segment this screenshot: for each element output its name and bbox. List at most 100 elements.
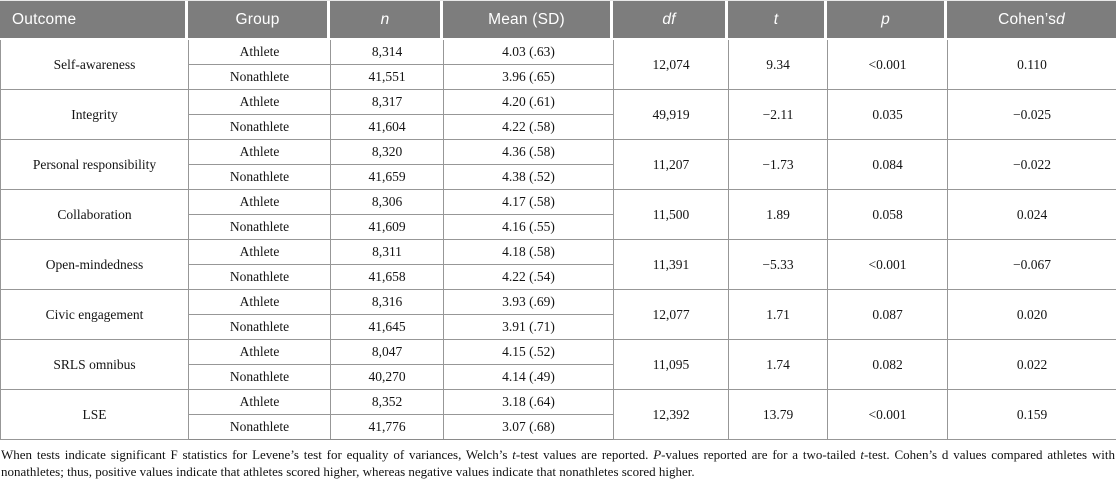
cell-t: 1.89 bbox=[728, 189, 828, 240]
cell-df: 49,919 bbox=[613, 89, 729, 140]
table-row: Nonathlete 41,659 4.38 (.52) bbox=[1, 164, 1116, 190]
cell-group: Nonathlete bbox=[188, 114, 331, 140]
cell-outcome: Self-awareness bbox=[0, 40, 189, 90]
cell-mean-sd: 3.18 (.64) bbox=[443, 389, 614, 415]
cell-cohens-d: −0.025 bbox=[947, 89, 1116, 140]
cell-mean-sd: 4.22 (.54) bbox=[443, 264, 614, 290]
table-row: Nonathlete 41,609 4.16 (.55) bbox=[1, 214, 1116, 240]
cell-group: Athlete bbox=[188, 289, 331, 315]
col-header-mean-sd: Mean (SD) bbox=[443, 1, 613, 38]
cell-group: Nonathlete bbox=[188, 414, 331, 440]
cell-mean-sd: 4.20 (.61) bbox=[443, 89, 614, 115]
cell-n: 8,352 bbox=[330, 389, 444, 415]
cell-t: −1.73 bbox=[728, 139, 828, 190]
cell-cohens-d: 0.024 bbox=[947, 189, 1116, 240]
cell-df: 12,077 bbox=[613, 289, 729, 340]
cell-mean-sd: 3.96 (.65) bbox=[443, 64, 614, 90]
col-header-t: t bbox=[728, 1, 827, 38]
cell-cohens-d: −0.022 bbox=[947, 139, 1116, 190]
cell-n: 41,659 bbox=[330, 164, 444, 190]
cell-group: Athlete bbox=[188, 139, 331, 165]
cell-group: Athlete bbox=[188, 40, 331, 65]
cell-n: 8,317 bbox=[330, 89, 444, 115]
table-row: Integrity Athlete 8,317 4.20 (.61) 49,919 −2.… bbox=[0, 89, 1116, 140]
cell-outcome: SRLS omnibus bbox=[0, 339, 189, 390]
cell-outcome: Collaboration bbox=[0, 189, 189, 240]
cell-group: Athlete bbox=[188, 189, 331, 215]
cell-n: 41,658 bbox=[330, 264, 444, 290]
cell-group: Nonathlete bbox=[188, 64, 331, 90]
cell-p: 0.058 bbox=[827, 189, 948, 240]
cell-mean-sd: 4.16 (.55) bbox=[443, 214, 614, 240]
col-header-outcome: Outcome bbox=[0, 1, 188, 38]
cell-group: Athlete bbox=[188, 389, 331, 415]
table-row: Open-mindedness Athlete 8,311 4.18 (.58) 11,… bbox=[0, 239, 1116, 290]
cell-n: 41,551 bbox=[330, 64, 444, 90]
table-row: Civic engagement Athlete 8,316 3.93 (.69) 12… bbox=[0, 289, 1116, 340]
cell-n: 8,306 bbox=[330, 189, 444, 215]
cell-group: Nonathlete bbox=[188, 214, 331, 240]
cell-n: 41,776 bbox=[330, 414, 444, 440]
cell-mean-sd: 4.38 (.52) bbox=[443, 164, 614, 190]
cell-n: 8,316 bbox=[330, 289, 444, 315]
cell-group: Nonathlete bbox=[188, 314, 331, 340]
table-row: Nonathlete 41,776 3.07 (.68) bbox=[1, 414, 1116, 440]
cell-t: −5.33 bbox=[728, 239, 828, 290]
col-header-p: p bbox=[827, 1, 947, 38]
cell-group: Nonathlete bbox=[188, 364, 331, 390]
cell-df: 11,500 bbox=[613, 189, 729, 240]
cell-mean-sd: 4.36 (.58) bbox=[443, 139, 614, 165]
cell-p: 0.087 bbox=[827, 289, 948, 340]
cell-df: 12,074 bbox=[613, 40, 729, 90]
cell-p: 0.082 bbox=[827, 339, 948, 390]
cell-t: −2.11 bbox=[728, 89, 828, 140]
cell-n: 40,270 bbox=[330, 364, 444, 390]
cell-group: Athlete bbox=[188, 239, 331, 265]
cell-df: 11,095 bbox=[613, 339, 729, 390]
col-header-df: df bbox=[613, 1, 728, 38]
cell-cohens-d: 0.020 bbox=[947, 289, 1116, 340]
table-footnote: When tests indicate significant F statis… bbox=[1, 447, 1115, 479]
cell-n: 41,645 bbox=[330, 314, 444, 340]
statistics-table: Self-awareness Athlete 8,314 4.03 (.63) 12,0… bbox=[0, 40, 1116, 440]
cell-n: 8,311 bbox=[330, 239, 444, 265]
table-row: Self-awareness Athlete 8,314 4.03 (.63) 12,0… bbox=[0, 40, 1116, 90]
cell-mean-sd: 4.15 (.52) bbox=[443, 339, 614, 365]
cell-p: 0.035 bbox=[827, 89, 948, 140]
cell-df: 11,207 bbox=[613, 139, 729, 190]
table-row: Nonathlete 41,604 4.22 (.58) bbox=[1, 114, 1116, 140]
cell-outcome: LSE bbox=[0, 389, 189, 440]
cell-n: 8,320 bbox=[330, 139, 444, 165]
cell-mean-sd: 3.91 (.71) bbox=[443, 314, 614, 340]
cell-p: <0.001 bbox=[827, 389, 948, 440]
cell-group: Athlete bbox=[188, 339, 331, 365]
col-header-cohens-d: Cohen’s d bbox=[947, 1, 1116, 38]
cell-group: Athlete bbox=[188, 89, 331, 115]
cell-outcome: Integrity bbox=[0, 89, 189, 140]
cell-outcome: Personal responsibility bbox=[0, 139, 189, 190]
cell-t: 13.79 bbox=[728, 389, 828, 440]
table-row: Nonathlete 41,645 3.91 (.71) bbox=[1, 314, 1116, 340]
table-row: LSE Athlete 8,352 3.18 (.64) 12,392 13.79 <0.0… bbox=[0, 389, 1116, 440]
cell-mean-sd: 4.18 (.58) bbox=[443, 239, 614, 265]
cell-mean-sd: 4.03 (.63) bbox=[443, 40, 614, 65]
cell-n: 41,604 bbox=[330, 114, 444, 140]
table-row: SRLS omnibus Athlete 8,047 4.15 (.52) 11,095… bbox=[0, 339, 1116, 390]
cell-cohens-d: 0.022 bbox=[947, 339, 1116, 390]
cell-p: 0.084 bbox=[827, 139, 948, 190]
cell-mean-sd: 3.07 (.68) bbox=[443, 414, 614, 440]
cell-t: 9.34 bbox=[728, 40, 828, 90]
cell-cohens-d: 0.110 bbox=[947, 40, 1116, 90]
cell-mean-sd: 4.14 (.49) bbox=[443, 364, 614, 390]
cell-mean-sd: 4.22 (.58) bbox=[443, 114, 614, 140]
table-row: Nonathlete 41,658 4.22 (.54) bbox=[1, 264, 1116, 290]
cell-cohens-d: −0.067 bbox=[947, 239, 1116, 290]
cell-group: Nonathlete bbox=[188, 264, 331, 290]
cell-group: Nonathlete bbox=[188, 164, 331, 190]
table-row: Collaboration Athlete 8,306 4.17 (.58) 11,50… bbox=[0, 189, 1116, 240]
cell-p: <0.001 bbox=[827, 40, 948, 90]
cell-cohens-d: 0.159 bbox=[947, 389, 1116, 440]
cell-outcome: Open-mindedness bbox=[0, 239, 189, 290]
cell-n: 41,609 bbox=[330, 214, 444, 240]
cell-p: <0.001 bbox=[827, 239, 948, 290]
